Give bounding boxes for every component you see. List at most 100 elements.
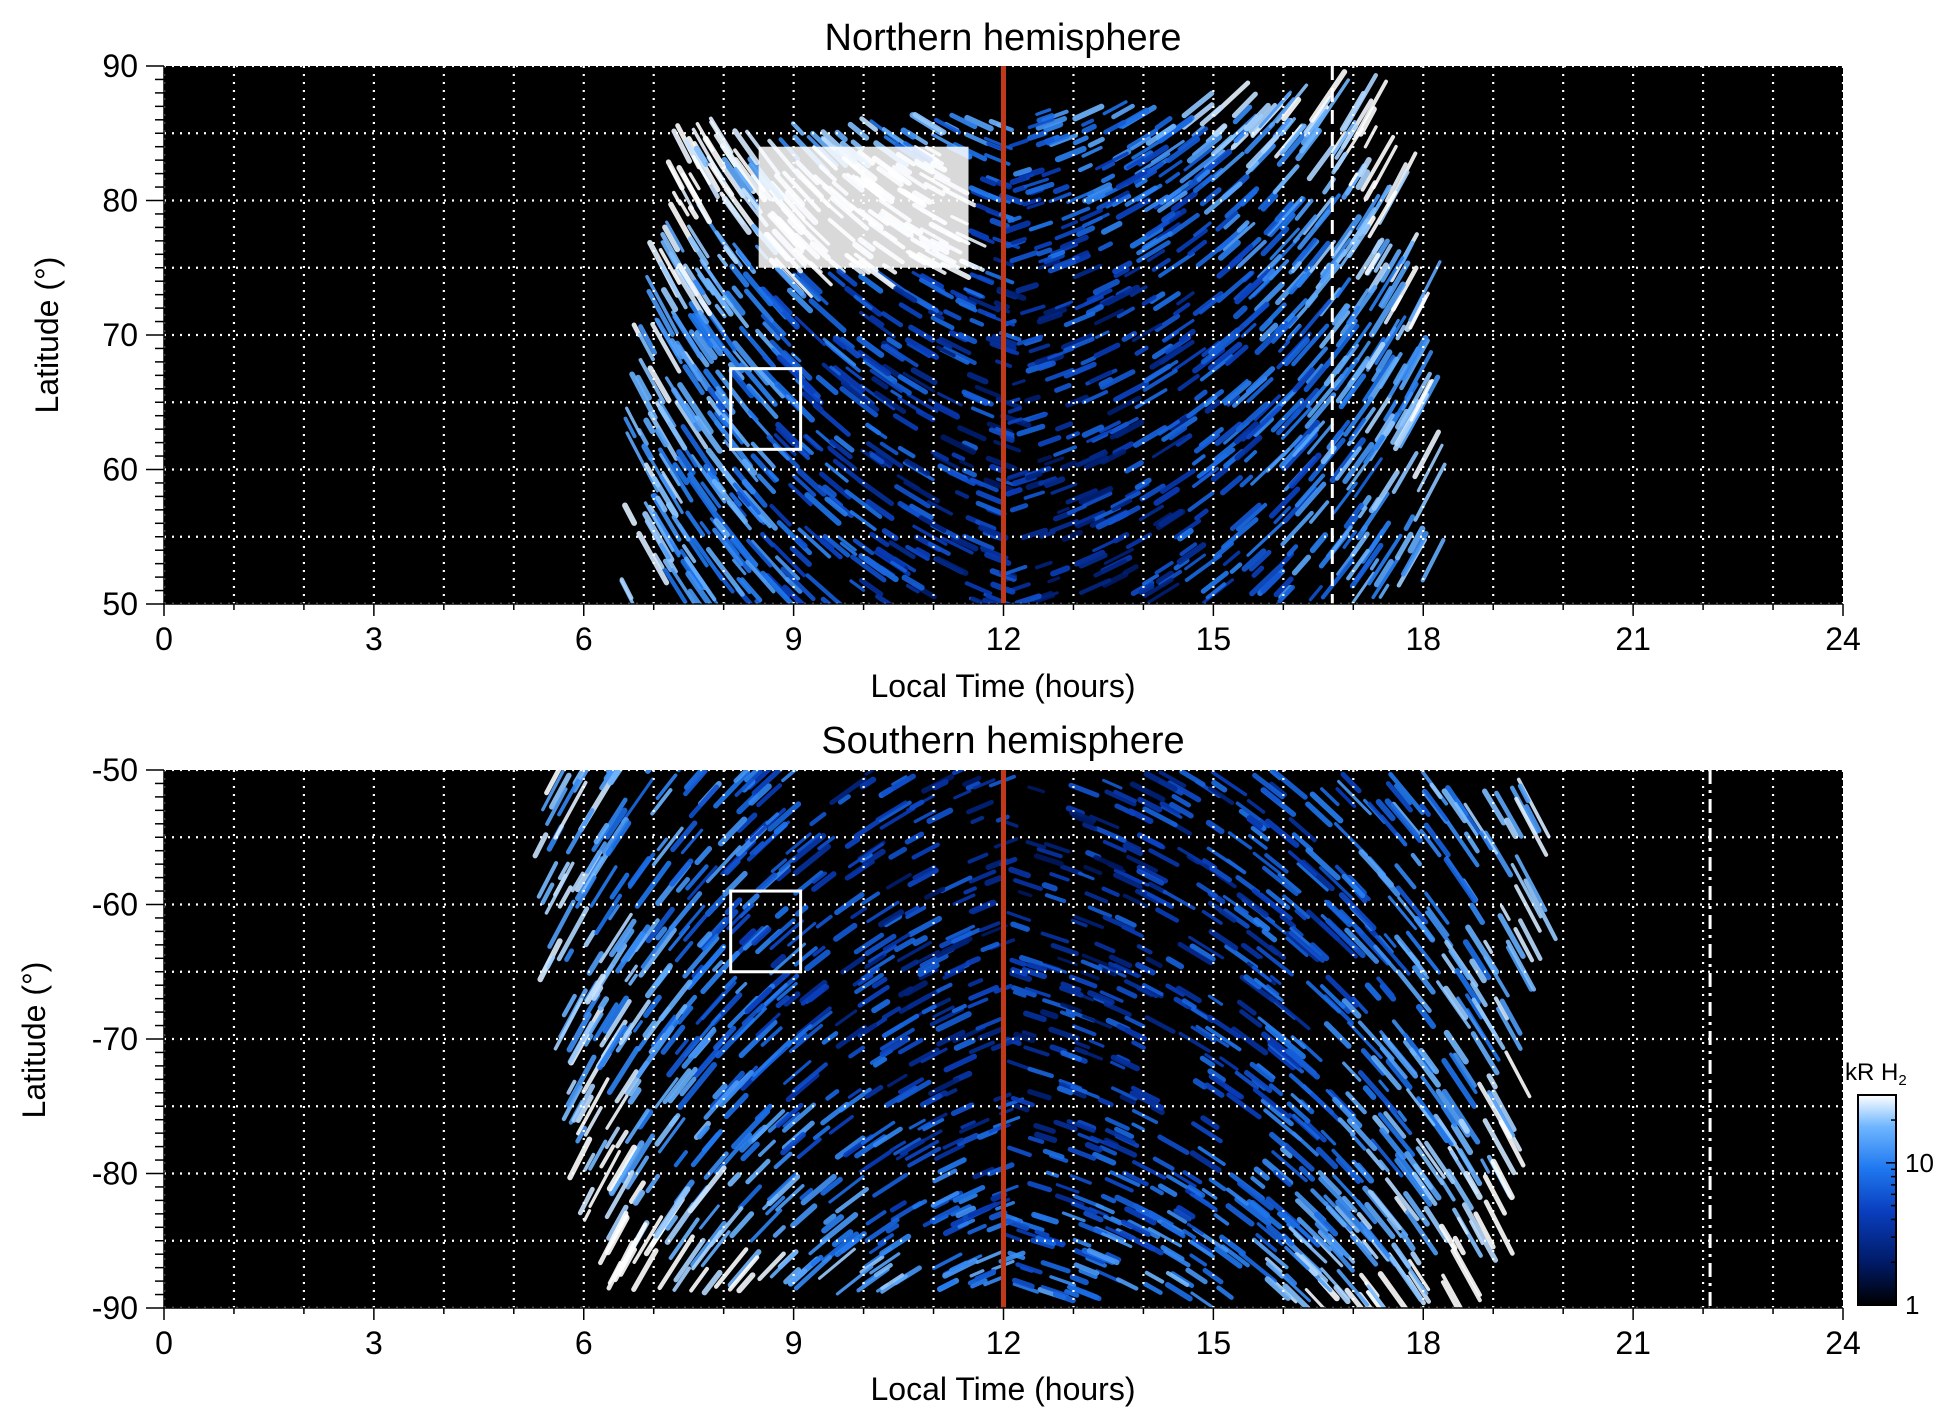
emission-streak [546, 955, 556, 970]
emission-streak [823, 1213, 837, 1225]
emission-streak [824, 496, 848, 517]
emission-streak [1332, 1174, 1365, 1209]
grid-south [162, 768, 1845, 1310]
emission-streak [1283, 337, 1310, 367]
emission-streak [1292, 420, 1326, 457]
emission-streak [1254, 281, 1285, 313]
emission-streak [1176, 542, 1207, 565]
emission-streak [672, 1266, 691, 1292]
emission-streak [767, 1172, 797, 1201]
emission-streak [1075, 450, 1109, 468]
emission-streak [1011, 985, 1037, 998]
emission-streak [1367, 190, 1398, 239]
emission-streak [965, 956, 981, 966]
emission-streak [934, 1143, 965, 1161]
emission-streak [1098, 376, 1114, 387]
emission-streak [677, 770, 682, 773]
emission-streak [615, 924, 651, 974]
emission-streak [1204, 399, 1222, 414]
emission-streak [922, 1118, 945, 1132]
emission-streak [1300, 109, 1329, 146]
emission-streak [1167, 212, 1200, 237]
emission-streak [799, 277, 829, 306]
emission-streak [1040, 1260, 1071, 1274]
emission-streak [1333, 357, 1360, 391]
emission-streak [937, 1157, 967, 1175]
emission-streak [889, 1200, 907, 1213]
emission-streak [662, 224, 681, 253]
emission-streak [1079, 578, 1112, 595]
emission-streak [948, 1260, 969, 1273]
emission-streak [1443, 985, 1469, 1021]
x-tick-label: 12 [986, 621, 1022, 657]
emission-streak [1104, 1128, 1136, 1145]
emission-streak [793, 1032, 808, 1045]
emission-streak [1224, 344, 1249, 366]
emission-streak [1088, 370, 1113, 384]
emission-streak [1222, 550, 1241, 567]
emission-streak [1231, 91, 1258, 119]
emission-streak [880, 1274, 908, 1294]
emission-streak [650, 322, 682, 374]
emission-streak [1367, 1189, 1402, 1231]
emission-streak [983, 136, 1013, 151]
emission-streak [821, 1214, 845, 1234]
x-tick-label: 6 [575, 1325, 593, 1361]
emission-streak [790, 121, 805, 136]
emission-streak [1203, 181, 1243, 215]
emission-streak [993, 837, 1019, 849]
emission-streak [1067, 1284, 1100, 1301]
emission-streak [1207, 341, 1243, 371]
emission-streak [993, 439, 1022, 453]
emission-streak [1038, 259, 1061, 270]
emission-streak [660, 1024, 686, 1055]
emission-streak [1441, 953, 1457, 974]
emission-streak [727, 1255, 760, 1292]
emission-streak [1095, 151, 1129, 171]
emission-streak [769, 1250, 798, 1279]
emission-streak [566, 1079, 577, 1095]
emission-streak [1207, 900, 1223, 913]
emission-streak [1336, 1268, 1370, 1307]
emission-streak [1082, 822, 1098, 832]
emission-streak [897, 940, 932, 963]
emission-streak [727, 1249, 762, 1288]
emission-streak [827, 271, 846, 288]
emission-streak [1129, 781, 1166, 802]
emission-streak [820, 1176, 843, 1196]
emission-streak [1391, 451, 1419, 494]
emission-streak [637, 1109, 654, 1130]
emission-streak [819, 471, 852, 500]
emission-streak [1205, 582, 1227, 600]
emission-streak [882, 933, 911, 951]
emission-streak [657, 398, 677, 428]
emission-streak [939, 875, 973, 894]
emission-streak [1072, 135, 1089, 146]
emission-streak [655, 926, 668, 941]
emission-streak [892, 413, 919, 431]
emission-streak [1063, 336, 1095, 353]
emission-streak [536, 861, 559, 899]
emission-streak [1371, 1055, 1402, 1091]
emission-streak [606, 1045, 641, 1095]
emission-streak [1037, 455, 1052, 463]
emission-streak [732, 558, 747, 576]
emission-streak [938, 336, 972, 356]
emission-streak [1147, 881, 1168, 895]
emission-streak [1208, 327, 1241, 356]
emission-streak [1272, 164, 1300, 195]
emission-streak [1261, 787, 1281, 804]
emission-streak [1366, 1284, 1387, 1308]
emission-streak [960, 1120, 976, 1130]
emission-streak [958, 1193, 978, 1205]
emission-streak [674, 400, 709, 450]
bright-emission-patch [758, 146, 969, 268]
emission-streak [1028, 343, 1051, 354]
y-tick-label: -60 [92, 887, 138, 923]
emission-streak [1416, 1096, 1454, 1147]
emission-streak [1040, 931, 1070, 944]
emission-streak [1194, 508, 1209, 521]
emission-streak [1170, 1170, 1197, 1188]
emission-streak [804, 434, 824, 452]
y-tick-label: 90 [102, 48, 138, 84]
